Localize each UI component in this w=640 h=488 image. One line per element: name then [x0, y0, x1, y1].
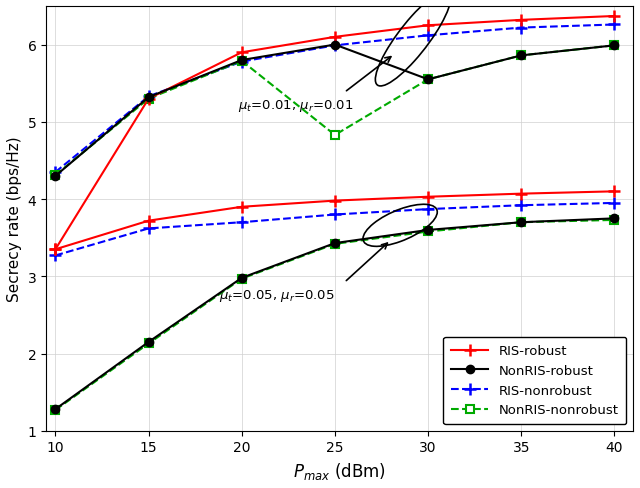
NonRIS-robust	[331, 42, 339, 48]
RIS-robust	[611, 14, 618, 20]
NonRIS-robust	[52, 174, 60, 180]
RIS-nonrobust	[331, 43, 339, 49]
NonRIS-nonrobust	[611, 43, 618, 49]
RIS-nonrobust	[145, 94, 152, 100]
Line: NonRIS-nonrobust: NonRIS-nonrobust	[51, 42, 619, 180]
RIS-nonrobust	[611, 22, 618, 28]
Text: $\mu_t$=0.01, $\mu_r$=0.01: $\mu_t$=0.01, $\mu_r$=0.01	[238, 98, 354, 114]
NonRIS-robust	[145, 95, 152, 101]
RIS-nonrobust	[424, 33, 432, 39]
RIS-robust	[52, 247, 60, 253]
Y-axis label: Secrecy rate (bps/Hz): Secrecy rate (bps/Hz)	[7, 136, 22, 302]
RIS-robust	[517, 18, 525, 24]
NonRIS-robust	[424, 77, 432, 83]
NonRIS-nonrobust	[517, 53, 525, 59]
Line: NonRIS-robust: NonRIS-robust	[51, 41, 619, 181]
NonRIS-robust	[611, 43, 618, 49]
RIS-nonrobust	[238, 60, 246, 65]
NonRIS-nonrobust	[52, 173, 60, 179]
RIS-robust	[331, 35, 339, 41]
NonRIS-nonrobust	[145, 97, 152, 102]
Line: RIS-robust: RIS-robust	[50, 11, 620, 255]
RIS-robust	[145, 97, 152, 102]
Line: RIS-nonrobust: RIS-nonrobust	[50, 20, 620, 178]
RIS-nonrobust	[52, 170, 60, 176]
Text: $\mu_t$=0.05, $\mu_r$=0.05: $\mu_t$=0.05, $\mu_r$=0.05	[220, 287, 335, 304]
NonRIS-robust	[517, 53, 525, 59]
NonRIS-nonrobust	[331, 133, 339, 139]
Legend: RIS-robust, NonRIS-robust, RIS-nonrobust, NonRIS-nonrobust: RIS-robust, NonRIS-robust, RIS-nonrobust…	[443, 337, 627, 424]
NonRIS-nonrobust	[238, 59, 246, 64]
NonRIS-robust	[238, 58, 246, 64]
RIS-robust	[424, 23, 432, 29]
X-axis label: $P_{max}$ (dBm): $P_{max}$ (dBm)	[293, 460, 386, 481]
NonRIS-nonrobust	[424, 77, 432, 83]
RIS-nonrobust	[517, 25, 525, 31]
RIS-robust	[238, 50, 246, 56]
